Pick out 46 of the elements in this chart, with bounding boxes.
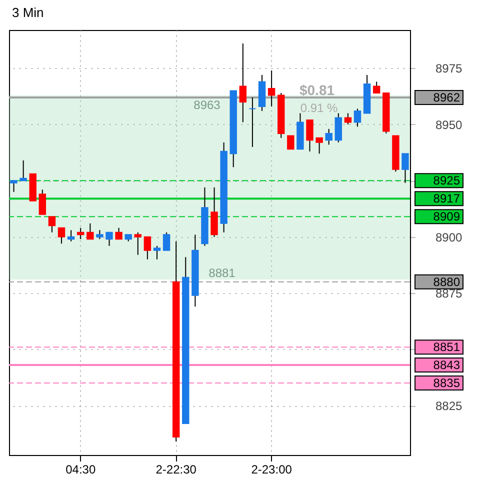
candlestick — [239, 42, 247, 123]
ref-line-label: 8925 — [433, 174, 460, 188]
candlestick — [344, 112, 352, 125]
candlestick — [48, 216, 56, 233]
candlestick — [268, 70, 276, 107]
candlestick — [287, 135, 294, 150]
candlestick — [325, 128, 332, 146]
candlestick — [20, 160, 27, 182]
candlestick — [115, 227, 122, 240]
ref-line-label: 8880 — [433, 274, 460, 289]
candlestick — [210, 186, 218, 238]
candlestick — [153, 245, 161, 260]
y-tick-label: 8825 — [436, 399, 463, 414]
ref-line-label: 8962 — [433, 90, 460, 104]
candlestick — [86, 222, 94, 240]
candlestick — [134, 232, 142, 256]
y-tick-label: 8950 — [436, 118, 463, 132]
chart-title: 3 Min — [12, 5, 44, 20]
candlestick — [106, 232, 113, 246]
candlestick — [162, 232, 170, 251]
x-tick-label: 2-22:30 — [156, 462, 197, 476]
annotation: 8881 — [208, 266, 236, 280]
ref-line-label: 8851 — [433, 340, 460, 354]
y-tick-label: 8975 — [436, 62, 463, 76]
candlestick — [372, 81, 380, 94]
x-tick-label: 04:30 — [66, 462, 96, 476]
y-tick-label: 8875 — [436, 286, 463, 301]
candlestick — [248, 96, 256, 148]
candlestick — [144, 236, 152, 260]
x-tick-label: 2-23:00 — [251, 462, 292, 476]
candlestick — [316, 137, 323, 154]
candlestick — [306, 119, 314, 152]
annotation: 8963 — [194, 98, 221, 112]
candlestick — [38, 189, 46, 215]
y-tick-label: 8900 — [436, 230, 463, 244]
ref-line-label: 8917 — [433, 192, 460, 206]
annotation: $0.81 — [299, 82, 335, 98]
ref-line-label: 8843 — [433, 358, 460, 372]
candlestick — [334, 112, 342, 143]
ref-line-label: 8835 — [433, 376, 460, 390]
candlestick — [354, 108, 362, 128]
candlestick — [67, 230, 75, 242]
candlestick — [77, 227, 84, 240]
ref-line-label: 8909 — [433, 210, 460, 224]
annotation: 0.91 % — [300, 101, 338, 115]
candlestick — [58, 227, 66, 244]
